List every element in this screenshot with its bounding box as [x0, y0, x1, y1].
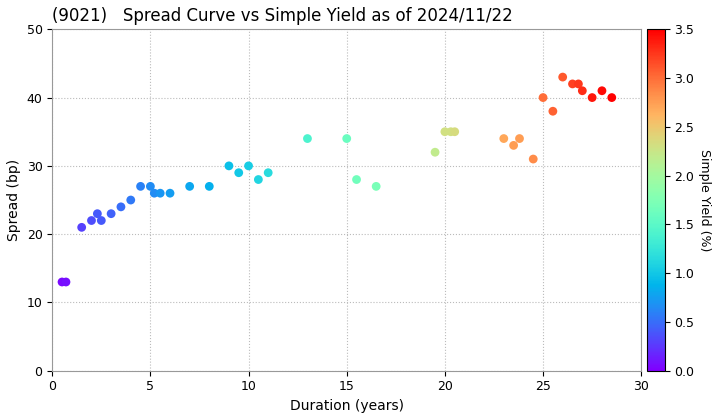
Point	[96, 217, 107, 224]
Point	[528, 156, 539, 163]
X-axis label: Duration (years): Duration (years)	[289, 399, 404, 413]
Point	[91, 210, 103, 217]
Point	[498, 135, 510, 142]
Point	[508, 142, 519, 149]
Point	[76, 224, 87, 231]
Point	[557, 74, 569, 81]
Point	[351, 176, 362, 183]
Point	[86, 217, 97, 224]
Point	[572, 81, 584, 87]
Point	[445, 129, 456, 135]
Point	[145, 183, 156, 190]
Point	[223, 163, 235, 169]
Text: (9021)   Spread Curve vs Simple Yield as of 2024/11/22: (9021) Spread Curve vs Simple Yield as o…	[53, 7, 513, 25]
Point	[125, 197, 137, 203]
Point	[370, 183, 382, 190]
Point	[302, 135, 313, 142]
Point	[567, 81, 578, 87]
Point	[606, 94, 618, 101]
Y-axis label: Spread (bp): Spread (bp)	[7, 159, 21, 241]
Point	[164, 190, 176, 197]
Point	[243, 163, 254, 169]
Point	[429, 149, 441, 155]
Point	[135, 183, 146, 190]
Point	[586, 94, 598, 101]
Point	[262, 169, 274, 176]
Point	[596, 87, 608, 94]
Point	[439, 129, 451, 135]
Point	[233, 169, 245, 176]
Point	[105, 210, 117, 217]
Point	[148, 190, 160, 197]
Point	[253, 176, 264, 183]
Point	[341, 135, 353, 142]
Point	[56, 278, 68, 285]
Point	[184, 183, 195, 190]
Point	[204, 183, 215, 190]
Point	[547, 108, 559, 115]
Point	[155, 190, 166, 197]
Point	[537, 94, 549, 101]
Point	[60, 278, 72, 285]
Point	[449, 129, 461, 135]
Y-axis label: Simple Yield (%): Simple Yield (%)	[698, 149, 711, 251]
Point	[514, 135, 526, 142]
Point	[115, 204, 127, 210]
Point	[577, 87, 588, 94]
